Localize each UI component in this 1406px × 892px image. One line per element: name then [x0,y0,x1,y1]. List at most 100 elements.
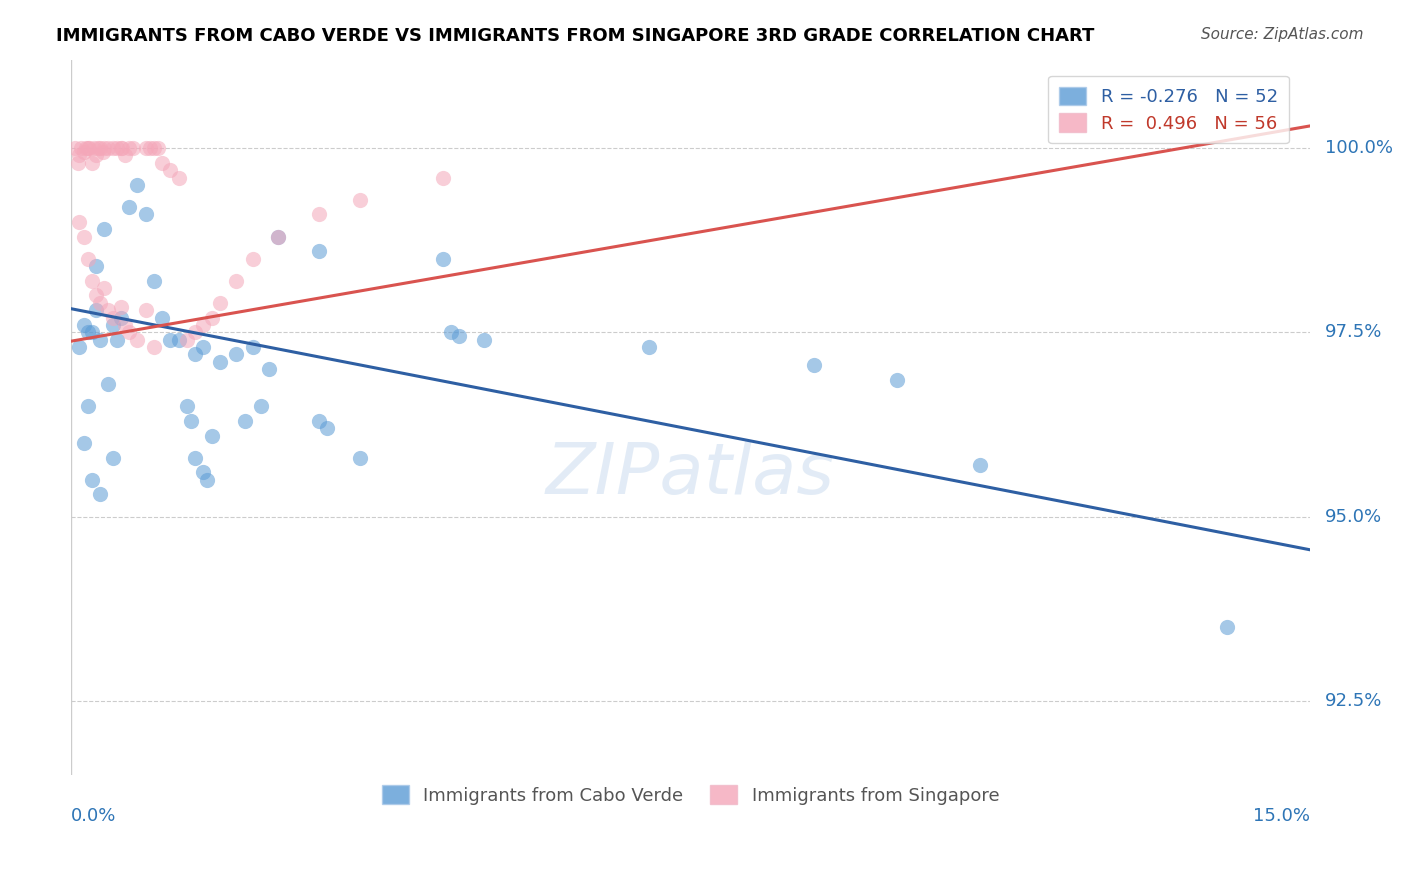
Point [110,141,132,155]
Point [250,399,273,413]
Point [105,141,128,155]
Point [105,333,128,347]
Point [146,141,169,155]
Point [225,347,247,361]
Point [316,421,339,435]
Point [135,207,157,221]
Point [84,259,107,273]
Point [184,347,207,361]
Point [76,141,98,155]
Point [176,333,198,347]
Point [242,252,264,266]
Text: 0.0%: 0.0% [72,806,117,825]
Point [432,170,454,185]
Point [69,340,91,354]
Point [259,362,281,376]
Point [83,141,105,155]
Point [233,414,256,428]
Text: 95.0%: 95.0% [1324,508,1382,525]
Point [111,141,134,155]
Point [159,163,181,178]
Point [167,170,190,185]
Point [84,303,107,318]
Point [70,141,93,155]
Point [80,156,103,170]
Point [93,222,115,236]
Point [114,148,136,162]
Point [93,281,115,295]
Point [201,428,224,442]
Point [167,333,190,347]
Point [135,141,157,155]
Point [150,310,173,325]
Point [449,329,471,343]
Point [138,141,160,155]
Point [65,141,87,155]
Point [308,207,330,221]
Point [150,156,173,170]
Point [86,141,108,155]
Point [76,399,98,413]
Point [142,274,165,288]
Point [142,141,165,155]
Point [97,303,120,318]
Point [308,414,330,428]
Point [118,200,141,214]
Point [127,333,149,347]
Point [97,141,120,155]
Point [176,399,198,413]
Point [72,318,94,332]
Point [93,141,115,155]
Point [440,326,463,340]
Point [101,141,124,155]
Point [201,310,224,325]
Point [127,178,149,192]
Point [472,333,495,347]
Text: IMMIGRANTS FROM CABO VERDE VS IMMIGRANTS FROM SINGAPORE 3RD GRADE CORRELATION CH: IMMIGRANTS FROM CABO VERDE VS IMMIGRANTS… [56,27,1095,45]
Point [75,141,97,155]
Point [308,244,330,259]
Point [80,274,103,288]
Point [72,145,94,159]
Point [225,274,247,288]
Point [208,355,231,369]
Point [89,333,111,347]
Point [69,148,91,162]
Point [638,340,661,354]
Point [193,466,215,480]
Point [193,318,215,332]
Point [76,326,98,340]
Text: 15.0%: 15.0% [1253,806,1310,825]
Point [91,145,114,159]
Point [142,340,165,354]
Point [101,310,124,325]
Point [886,373,908,387]
Point [114,318,136,332]
Point [118,141,141,155]
Point [118,326,141,340]
Point [89,487,111,501]
Text: Source: ZipAtlas.com: Source: ZipAtlas.com [1201,27,1364,42]
Point [969,458,991,472]
Point [184,326,207,340]
Point [66,156,89,170]
Point [208,296,231,310]
Point [101,318,124,332]
Legend: Immigrants from Cabo Verde, Immigrants from Singapore: Immigrants from Cabo Verde, Immigrants f… [371,774,1011,815]
Point [135,303,157,318]
Point [110,310,132,325]
Point [349,193,371,207]
Point [89,296,111,310]
Text: 100.0%: 100.0% [1324,139,1393,157]
Point [97,376,120,391]
Point [184,450,207,465]
Point [69,215,91,229]
Point [193,340,215,354]
Point [197,473,219,487]
Point [110,300,132,314]
Point [79,141,101,155]
Point [72,436,94,450]
Point [76,252,98,266]
Text: 92.5%: 92.5% [1324,692,1382,710]
Point [101,450,124,465]
